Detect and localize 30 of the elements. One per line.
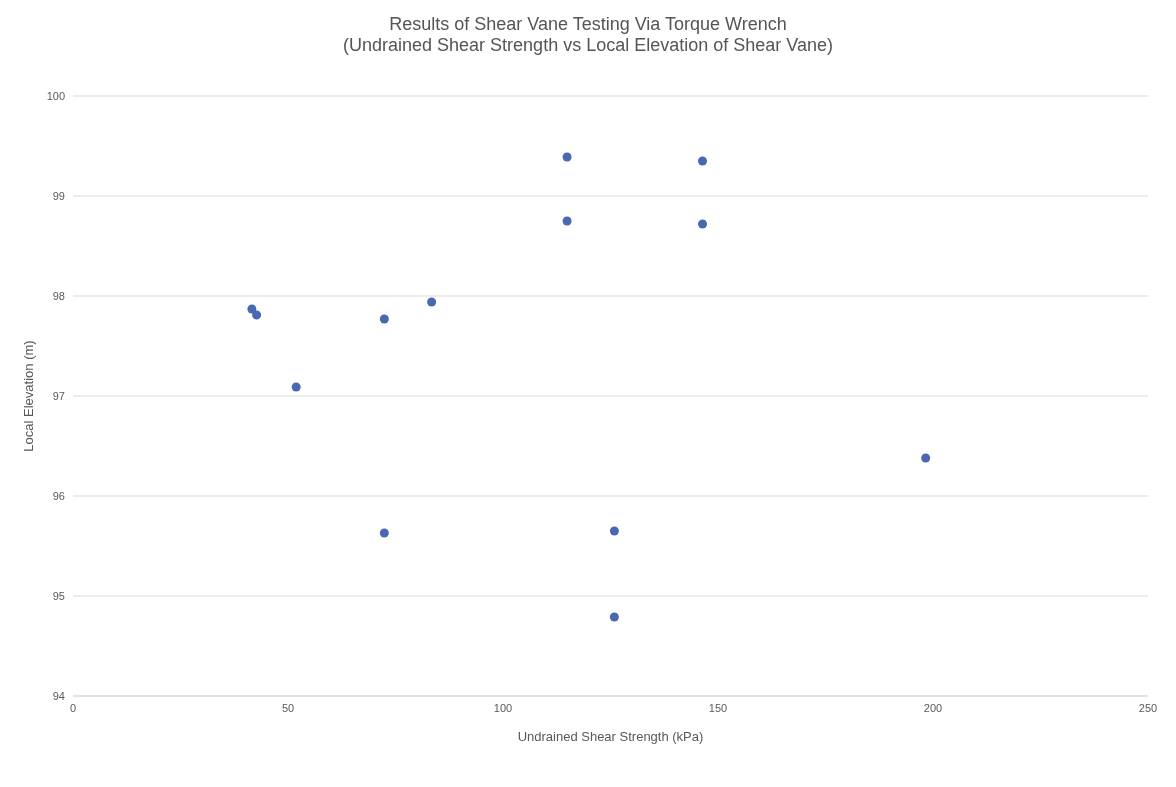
x-tick-label: 50	[281, 701, 295, 714]
point	[427, 297, 437, 307]
y-tick-label: 96	[52, 489, 65, 502]
point	[247, 304, 257, 314]
point	[252, 310, 262, 320]
y-axis-title: Local Elevation (m)	[20, 340, 36, 452]
x-tick-label: 150	[708, 701, 728, 714]
y-tick-label: 100	[46, 89, 65, 102]
point	[291, 382, 301, 392]
point	[562, 216, 572, 226]
point	[921, 453, 931, 463]
y-tick-label: 98	[52, 289, 65, 302]
y-tick-label: 95	[52, 589, 65, 602]
point	[698, 156, 708, 166]
x-tick-label: 100	[493, 701, 513, 714]
point	[379, 314, 389, 324]
point	[609, 612, 619, 622]
chart-subtitle: (Undrained Shear Strength vs Local Elevation of Shear Vane)	[342, 35, 834, 56]
point	[698, 219, 708, 229]
x-axis-title: Undrained Shear Strength (kPa)	[517, 729, 704, 744]
point	[609, 526, 619, 536]
x-tick-label: 250	[1138, 701, 1158, 714]
x-tick-label: 200	[923, 701, 943, 714]
point	[562, 152, 572, 162]
y-tick-label: 94	[52, 689, 65, 702]
y-tick-label: 99	[52, 189, 65, 202]
y-tick-label: 97	[52, 389, 65, 402]
chart-title: Results of Shear Vane Testing Via Torque Wrench	[388, 14, 788, 35]
point	[379, 528, 389, 538]
x-tick-label: 0	[69, 701, 77, 714]
